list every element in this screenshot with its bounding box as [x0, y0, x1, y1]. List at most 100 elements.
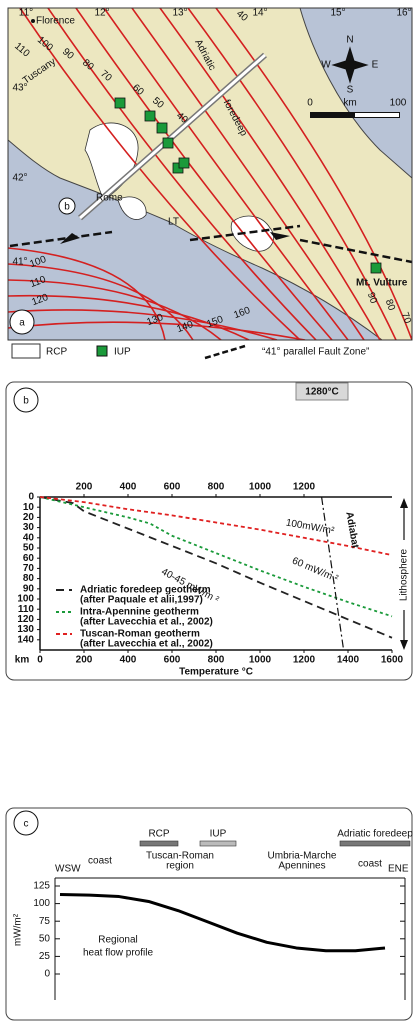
side-label: Lithosphere [399, 548, 410, 601]
unit-label: Adriatic foredeep [337, 829, 413, 840]
legend-citation: (after Lavecchia et al., 2002) [80, 639, 213, 650]
temperature-box [295, 382, 349, 401]
isotherm-label: 90 [365, 291, 379, 306]
compass-label: N [346, 35, 353, 46]
x-tick-label: 400 [120, 655, 137, 666]
x-top-tick-label: 800 [208, 482, 225, 493]
panel-c-frame [5, 807, 413, 1021]
longitude-label: 12° [94, 8, 109, 19]
panel-label: a [19, 318, 25, 329]
y-tick-label: 80 [23, 573, 35, 584]
coast-label: coast [358, 859, 382, 870]
latitude-label: 41° [12, 257, 27, 268]
section-line [79, 53, 266, 220]
isotherm [103, 8, 349, 340]
y-tick-label: 120 [17, 614, 34, 625]
isotherm [47, 8, 317, 340]
longitude-label: 15° [330, 8, 345, 19]
legend-fault-icon [204, 344, 246, 360]
x-tick-label: 1000 [249, 655, 272, 666]
section-label: b [64, 202, 70, 213]
latitude-label: 43° [12, 83, 27, 94]
scale-label: 0 [307, 98, 313, 109]
y-tick-label: 70 [23, 563, 35, 574]
x-tick-label: 600 [164, 655, 181, 666]
region-label: Umbria-Marche [268, 851, 337, 862]
legend-citation: (after Lavecchia et al., 2002) [80, 617, 213, 628]
y-tick-label: 100 [33, 898, 50, 909]
isotherm [8, 321, 306, 340]
place-label: Mt. Vulture [356, 278, 408, 289]
section-badge [58, 197, 76, 215]
legend-label: Intra-Apennine geotherm [80, 607, 199, 618]
legend-label: IUP [114, 347, 131, 358]
y-tick-label: 110 [18, 604, 35, 615]
isotherm [8, 247, 166, 340]
geotherm-line [39, 496, 393, 639]
x-tick-label: 800 [208, 655, 225, 666]
panel-badge [13, 810, 39, 836]
y-tick-label: 140 [17, 634, 34, 645]
annotation: heat flow profile [83, 948, 153, 959]
panel-label: c [24, 819, 29, 830]
iup-site [162, 137, 174, 149]
isotherm-label: 70 [399, 311, 413, 326]
heat-flow-line [59, 892, 386, 953]
y-tick-label: 30 [23, 522, 35, 533]
panel-badge [13, 387, 39, 413]
adiabat-label: Adiabat [343, 511, 360, 550]
x-top-tick-label: 1000 [249, 482, 272, 493]
place-label: Florence [36, 16, 75, 27]
compass-rose [331, 46, 369, 84]
y-tick-label: 0 [44, 969, 50, 980]
iup-site [370, 262, 382, 274]
y-tick-label: 50 [39, 933, 51, 944]
y-tick-label: 25 [39, 951, 51, 962]
y-tick-label: 100 [17, 594, 34, 605]
x-top-tick-label: 600 [164, 482, 181, 493]
y-tick-label: 20 [23, 512, 35, 523]
x-top-tick-label: 400 [120, 482, 137, 493]
isotherm [131, 8, 365, 340]
legend-citation: (after Paquale et alii,1997) [80, 595, 203, 606]
y-tick-label: 0 [28, 492, 34, 503]
region-label: Apennines [278, 861, 325, 872]
arrow-head [400, 640, 408, 650]
isotherm-label: 80 [383, 298, 397, 313]
legend-label: “41° parallel Fault Zone” [262, 347, 369, 358]
isotherm [75, 8, 333, 340]
geotherm-line [39, 496, 393, 557]
y-axis-label: mW/m² [13, 913, 24, 946]
x-tick-label: 1400 [337, 655, 360, 666]
annotation: Regional [98, 935, 137, 946]
iup-site [178, 157, 190, 169]
legend-rcp-icon [11, 343, 41, 359]
line-label: 60 mW/m ² [290, 556, 340, 585]
longitude-label: 16° [396, 8, 411, 19]
longitude-label: 11° [19, 8, 33, 19]
y-tick-label: 75 [39, 916, 51, 927]
place-label: Rome [96, 193, 123, 204]
geotherm-line [39, 496, 393, 618]
iup-site [144, 110, 156, 122]
fault-zone [299, 238, 412, 264]
longitude-label: 13° [172, 8, 187, 19]
isotherm-label: 110 [29, 274, 48, 290]
unit-label: IUP [210, 829, 227, 840]
adiabat-temperature: 1280°C [305, 387, 338, 398]
iup-site [114, 97, 126, 109]
x-tick-label: 1600 [381, 655, 404, 666]
line-label: 100mW/m² [285, 517, 336, 536]
x-tick-label: 0 [37, 655, 43, 666]
isotherm [159, 8, 381, 340]
y-tick-label: 50 [23, 543, 35, 554]
x-tick-label: 1200 [293, 655, 316, 666]
y-axis-label: km [15, 655, 30, 666]
x-axis-label: Temperature °C [179, 667, 253, 678]
fault-arrow [270, 232, 290, 240]
compass-label: E [372, 60, 379, 71]
legend-label: Tuscan-Roman geotherm [80, 629, 200, 640]
y-tick-label: 90 [23, 583, 35, 594]
rcp-patch [117, 196, 147, 220]
